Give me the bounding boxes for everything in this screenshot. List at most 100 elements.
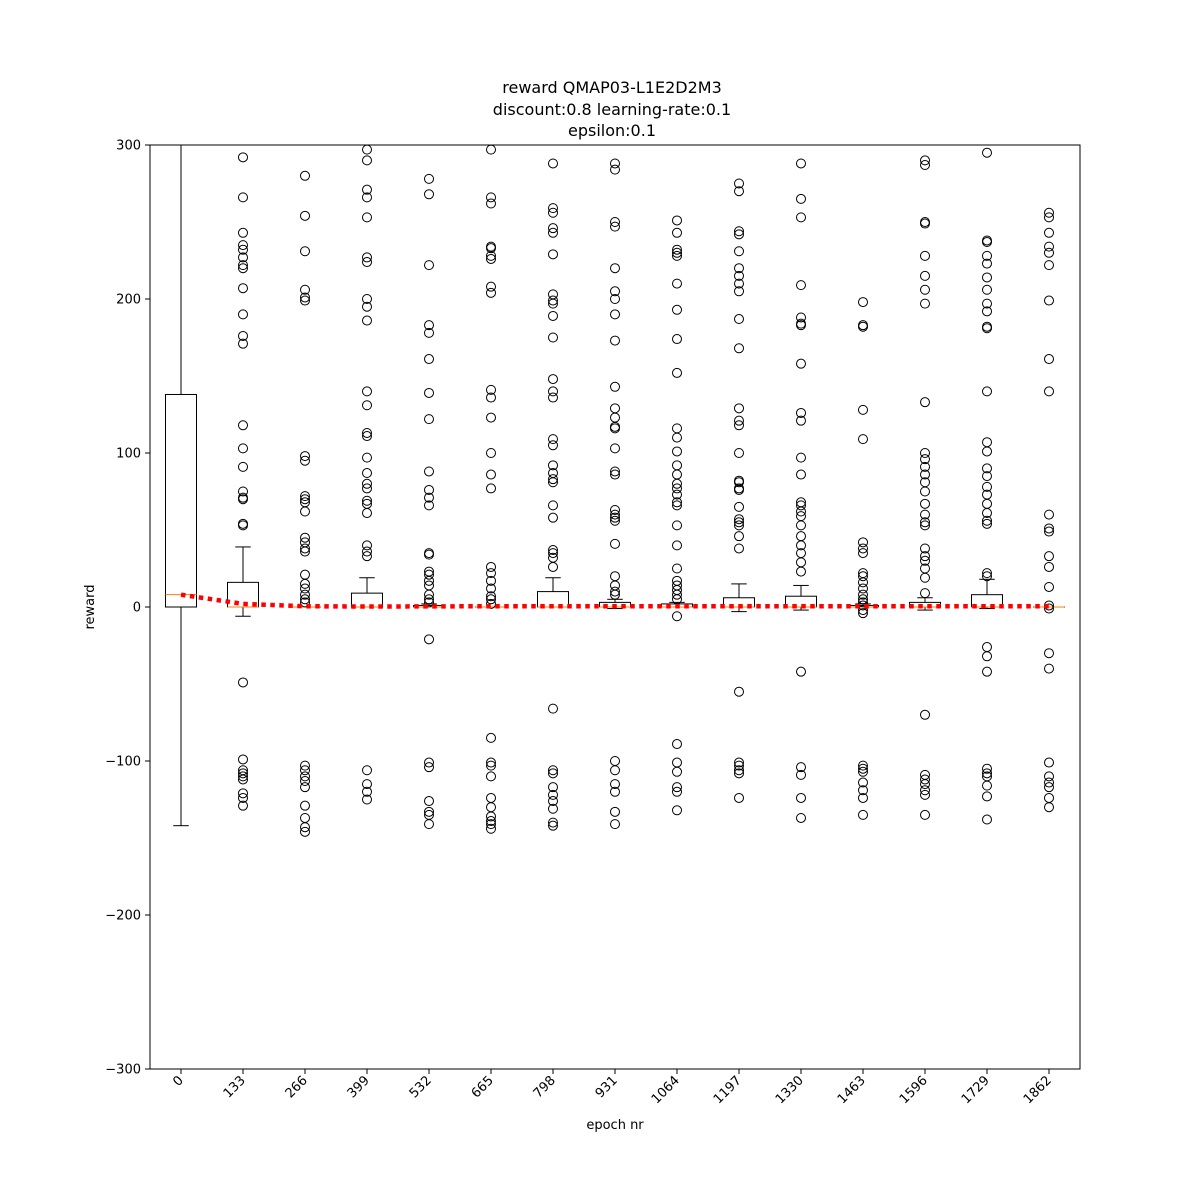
box-flier (920, 397, 930, 408)
box-flier (920, 270, 930, 281)
box-flier (796, 666, 806, 677)
box-flier (920, 155, 930, 166)
box-flier (548, 295, 558, 306)
box-flier (920, 486, 930, 497)
box-flier (486, 771, 496, 782)
box-flier (238, 252, 248, 263)
box-flier (424, 569, 434, 580)
box-flier (424, 320, 434, 331)
box-flier (548, 434, 558, 445)
x-tick-label: 0 (170, 1073, 186, 1089)
box-flier (858, 785, 868, 796)
box-flier (362, 546, 372, 557)
box-flier (486, 469, 496, 480)
box-flier (796, 792, 806, 803)
box-flier (362, 786, 372, 797)
box-flier (1044, 648, 1054, 659)
box-flier (796, 312, 806, 323)
box-flier (982, 780, 992, 791)
box-flier (920, 520, 930, 531)
box-flier (300, 494, 310, 505)
box-flier (672, 250, 682, 261)
box-flier (300, 771, 310, 782)
x-tick-label: 1596 (897, 1073, 931, 1107)
box-flier (672, 423, 682, 434)
y-tick-label: 0 (133, 601, 141, 616)
mean-line (180, 592, 1049, 609)
box-flier (982, 250, 992, 261)
box-flier (982, 651, 992, 662)
box-flier (424, 466, 434, 477)
box-flier (362, 452, 372, 463)
box-flier (672, 594, 682, 605)
box-flier (858, 777, 868, 788)
box-flier (300, 170, 310, 181)
box-flier (982, 791, 992, 802)
y-tick-label: −100 (105, 755, 141, 770)
box-flier (1044, 581, 1054, 592)
box-flier (734, 517, 744, 528)
box-flier (734, 343, 744, 354)
box-body (909, 601, 941, 608)
box-flier (486, 757, 496, 768)
box-flier (548, 703, 558, 714)
box-flier (362, 779, 372, 790)
y-tick-label: −300 (105, 1063, 141, 1078)
box-flier (858, 321, 868, 332)
box-flier (672, 540, 682, 551)
box-flier (238, 244, 248, 255)
box-flier (982, 306, 992, 317)
box-flier (610, 158, 620, 169)
box-flier (796, 557, 806, 568)
box-flier (362, 483, 372, 494)
box-flier (424, 500, 434, 511)
box-flier (734, 270, 744, 281)
box-flier (610, 217, 620, 227)
box-flier (362, 431, 372, 442)
box-flier (424, 806, 434, 817)
box-flier (796, 415, 806, 426)
box-flier (1044, 561, 1054, 572)
box-flier (734, 792, 744, 803)
box-flier (238, 486, 248, 497)
box-flier (796, 540, 806, 551)
box-flier (1044, 782, 1054, 793)
box-flier (486, 816, 496, 827)
box-flier (362, 765, 372, 776)
box-flier (672, 757, 682, 768)
box-flier (362, 252, 372, 263)
box-flier (486, 802, 496, 813)
box-flier (672, 611, 682, 622)
box-flier (734, 686, 744, 697)
x-tick-label: 1463 (835, 1073, 869, 1107)
x-tick-label: 1064 (649, 1073, 683, 1107)
box-flier (920, 572, 930, 583)
box-flier (238, 240, 248, 251)
box-flier (920, 218, 930, 229)
box-flier (548, 440, 558, 451)
box-flier (734, 448, 744, 458)
box-flier (734, 226, 744, 237)
box-flier (1044, 526, 1054, 537)
box-flier (920, 509, 930, 520)
box-flier (982, 508, 992, 519)
box-body (165, 393, 197, 608)
box-flier (362, 478, 372, 489)
box-flier (424, 796, 434, 807)
box-flier (734, 514, 744, 525)
box-flier (424, 414, 434, 425)
box-flier (424, 757, 434, 768)
box-flier (858, 434, 868, 445)
box-flier (300, 776, 310, 787)
box-flier (920, 284, 930, 295)
box-flier (920, 551, 930, 562)
box-flier (486, 591, 496, 602)
box-flier (424, 597, 434, 608)
box-flier (610, 286, 620, 297)
box-flier (548, 500, 558, 511)
box-flier (734, 178, 744, 189)
box-flier (1044, 771, 1054, 782)
box-flier (548, 548, 558, 559)
box-flier (610, 586, 620, 597)
box-body (351, 592, 383, 608)
